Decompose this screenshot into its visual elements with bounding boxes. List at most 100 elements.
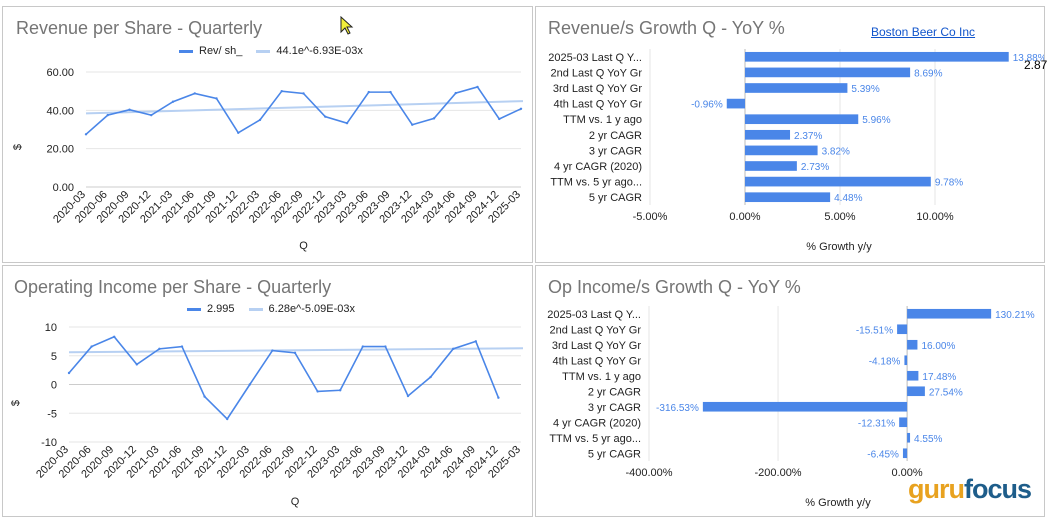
data-label: 2.73% bbox=[801, 162, 829, 173]
data-point bbox=[271, 349, 274, 352]
y-tick-label: 0 bbox=[51, 380, 57, 392]
op-income-growth-bar-chart: -400.00% -200.00% 0.00% 2025-03 Last Q Y...… bbox=[547, 306, 1035, 509]
data-point bbox=[474, 340, 477, 343]
category-label: TTM vs. 5 yr ago... bbox=[549, 433, 641, 445]
data-point bbox=[361, 345, 364, 348]
data-point bbox=[498, 117, 501, 121]
data-point bbox=[171, 100, 175, 103]
stray-value-label: 2.87 bbox=[1024, 58, 1047, 72]
category-label: 3 yr CAGR bbox=[589, 145, 642, 157]
legend-swatch-trend bbox=[248, 307, 263, 311]
x-axis-label: Q bbox=[291, 496, 300, 508]
data-label: 2.37% bbox=[794, 131, 822, 142]
bar bbox=[745, 67, 911, 78]
legend-label-series: Rev/ sh_ bbox=[199, 45, 243, 57]
data-point bbox=[497, 396, 500, 399]
category-label: 4th Last Q YoY Gr bbox=[553, 355, 642, 367]
y-tick-label: 20.00 bbox=[46, 144, 74, 156]
legend-label-trend: 6.28e^-5.09E-03x bbox=[268, 303, 356, 315]
x-tick-label: -400.00% bbox=[625, 467, 672, 479]
y-axis-label: $ bbox=[12, 144, 24, 150]
data-point bbox=[452, 347, 455, 351]
bar bbox=[745, 161, 797, 171]
category-label: 3rd Last Q YoY Gr bbox=[552, 340, 641, 352]
data-point bbox=[384, 345, 387, 348]
data-point bbox=[84, 133, 88, 136]
data-label: 27.54% bbox=[929, 387, 963, 398]
bar bbox=[745, 114, 859, 125]
data-point bbox=[519, 107, 523, 111]
data-point bbox=[158, 347, 161, 351]
data-point bbox=[193, 92, 196, 95]
data-point bbox=[345, 121, 349, 125]
data-point bbox=[113, 335, 116, 338]
bar bbox=[745, 83, 848, 93]
chart-title: Operating Income per Share - Quarterly bbox=[14, 277, 332, 297]
category-label: TTM vs. 1 y ago bbox=[562, 371, 641, 383]
category-label: 2025-03 Last Q Y... bbox=[547, 309, 641, 321]
gurufocus-logo: gurufocus bbox=[908, 474, 1032, 505]
data-label: 4.48% bbox=[834, 193, 862, 204]
data-point bbox=[339, 389, 342, 392]
data-point bbox=[128, 108, 131, 111]
legend-swatch-series bbox=[179, 49, 193, 53]
data-label: 16.00% bbox=[921, 341, 955, 352]
x-axis-label: % Growth y/y bbox=[805, 497, 871, 509]
category-label: 2 yr CAGR bbox=[589, 130, 642, 142]
data-label: -4.18% bbox=[869, 356, 901, 367]
y-tick-label: 0.00 bbox=[53, 182, 74, 194]
chart-title: Revenue per Share - Quarterly bbox=[16, 18, 263, 38]
chart-legend: Rev/ sh_ 44.1e^-6.93E-03x bbox=[179, 45, 377, 57]
data-point bbox=[237, 131, 240, 134]
logo-part-focus: focus bbox=[964, 474, 1032, 504]
y-tick-label: 5 bbox=[51, 351, 57, 363]
data-point bbox=[215, 97, 218, 100]
legend-label-trend: 44.1e^-6.93E-03x bbox=[276, 45, 363, 57]
operating-income-per-share-panel: Operating Income per Share - Quarterly 2… bbox=[2, 265, 533, 517]
logo-part-guru: guru bbox=[908, 474, 965, 504]
data-point bbox=[389, 90, 392, 94]
series-line bbox=[68, 335, 500, 421]
bar bbox=[907, 339, 918, 350]
data-point bbox=[316, 390, 319, 393]
data-point bbox=[429, 375, 432, 379]
data-label: 8.69% bbox=[914, 68, 942, 79]
bar bbox=[897, 324, 908, 335]
data-label: 130.21% bbox=[995, 310, 1035, 321]
data-label: 13.88% bbox=[1013, 53, 1045, 64]
legend-swatch-series bbox=[187, 307, 201, 311]
op-income-growth-panel: Op Income/s Growth Q - YoY % -400.00% -20… bbox=[535, 265, 1045, 517]
data-point bbox=[67, 371, 71, 375]
data-label: 3.82% bbox=[822, 146, 850, 157]
revenue-line-chart: 0.0020.0040.0060.002020-032020-062020-09… bbox=[12, 67, 523, 252]
data-label: 4.55% bbox=[914, 434, 942, 445]
category-label: TTM vs. 5 yr ago... bbox=[550, 177, 642, 189]
category-label: 3 yr CAGR bbox=[588, 402, 641, 414]
y-axis-label: $ bbox=[10, 400, 22, 406]
data-label: 9.78% bbox=[935, 178, 963, 189]
data-point bbox=[406, 394, 410, 398]
data-point bbox=[432, 117, 436, 120]
mouse-cursor-icon bbox=[340, 16, 354, 35]
data-point bbox=[226, 417, 229, 421]
bar bbox=[745, 51, 1009, 62]
data-label: -316.53% bbox=[656, 403, 699, 414]
data-point bbox=[90, 345, 93, 348]
category-label: 2nd Last Q YoY Gr bbox=[550, 67, 642, 79]
data-point bbox=[302, 92, 305, 95]
company-link[interactable]: Boston Beer Co Inc bbox=[871, 25, 976, 39]
y-tick-label: 10 bbox=[45, 322, 57, 334]
data-label: 17.48% bbox=[922, 372, 956, 383]
category-label: 2025-03 Last Q Y... bbox=[548, 52, 642, 64]
bar bbox=[745, 145, 818, 156]
x-tick-label: 10.00% bbox=[916, 211, 954, 223]
y-tick-label: -10 bbox=[41, 437, 57, 449]
category-label: 2nd Last Q YoY Gr bbox=[549, 324, 641, 336]
bar bbox=[745, 192, 831, 203]
x-tick-label: -5.00% bbox=[633, 211, 668, 223]
category-label: 3rd Last Q YoY Gr bbox=[553, 83, 642, 95]
category-label: 5 yr CAGR bbox=[589, 192, 642, 204]
data-point bbox=[248, 383, 251, 386]
data-point bbox=[476, 85, 479, 89]
data-point bbox=[135, 363, 138, 366]
